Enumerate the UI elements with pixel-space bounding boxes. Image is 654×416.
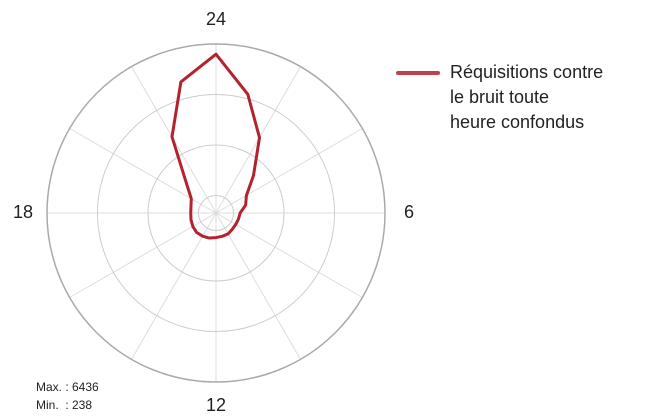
grid-ring — [96, 93, 336, 333]
min-note: Min. : 238 — [36, 398, 92, 412]
spoke — [215, 128, 363, 214]
outer-ring — [46, 43, 386, 383]
max-note: Max. : 6436 — [36, 380, 99, 394]
legend-label: Réquisitions contre le bruit toute heure c… — [450, 62, 603, 132]
angle-label: 12 — [206, 395, 226, 415]
grid-ring — [147, 144, 285, 282]
grid-ring — [197, 194, 235, 232]
legend-line: Réquisitions contre — [450, 62, 603, 82]
spoke — [215, 212, 301, 360]
legend-line: le bruit toute — [450, 87, 549, 107]
angle-label: 18 — [13, 202, 33, 222]
spoke — [69, 128, 217, 214]
series-line — [170, 52, 262, 240]
spoke — [215, 212, 363, 298]
angle-label: 24 — [206, 9, 226, 29]
legend-line: heure confondus — [450, 112, 584, 132]
angle-label: 6 — [404, 202, 414, 222]
